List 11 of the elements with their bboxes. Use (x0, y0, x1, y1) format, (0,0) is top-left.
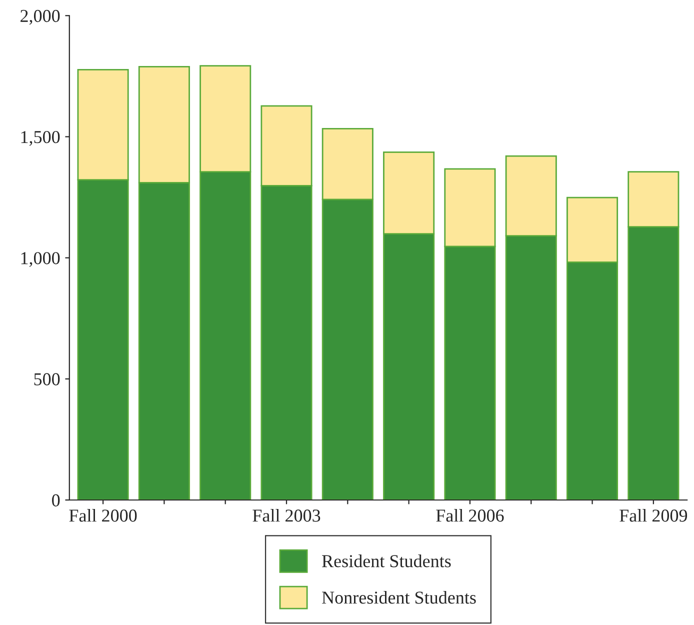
y-tick-label: 1,000 (21, 252, 60, 267)
y-tick-label: 0 (52, 494, 60, 506)
y-tick-label: 1,500 (21, 130, 60, 146)
x-tick-label: Fall 2006 (436, 509, 504, 522)
x-tick-label: Fall 2009 (620, 509, 688, 522)
x-tick-label: Fall 2003 (252, 509, 320, 522)
y-tick-label: 500 (34, 373, 60, 386)
y-tick-label: 2,000 (20, 10, 60, 25)
legend-label: Resident Students (322, 554, 451, 568)
legend-label: Nonresident Students (322, 591, 476, 604)
x-tick-label: Fall 2000 (69, 509, 137, 522)
